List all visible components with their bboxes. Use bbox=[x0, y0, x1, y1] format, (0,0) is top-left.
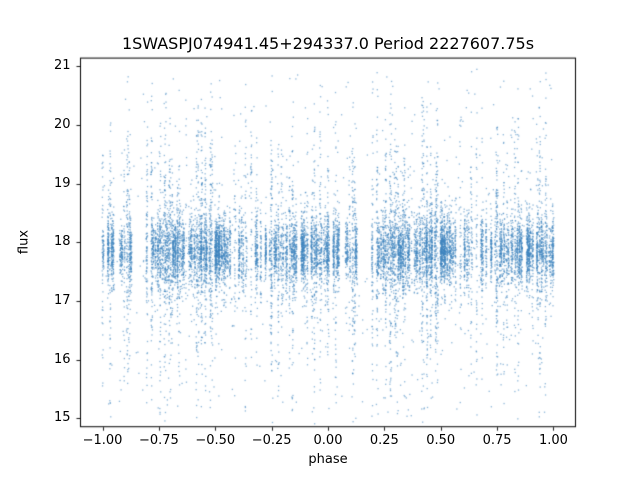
y-axis-label: flux bbox=[16, 229, 32, 255]
y-tick-label: 15 bbox=[53, 410, 71, 426]
x-tick-label: −0.75 bbox=[138, 432, 179, 448]
y-tick-label: 20 bbox=[53, 117, 71, 133]
x-tick-label: 0.75 bbox=[482, 432, 512, 448]
chart-title: 1SWASPJ074941.45+294337.0 Period 2227607… bbox=[121, 34, 535, 53]
x-tick-label: 0.25 bbox=[369, 432, 399, 448]
y-tick-label: 16 bbox=[53, 351, 71, 367]
y-tick-label: 21 bbox=[53, 58, 71, 74]
x-tick-label: 0.00 bbox=[313, 432, 343, 448]
x-tick-label: −1.00 bbox=[82, 432, 123, 448]
x-tick-label: 0.50 bbox=[426, 432, 456, 448]
y-tick-label: 17 bbox=[53, 293, 71, 309]
x-tick-label: −0.50 bbox=[195, 432, 236, 448]
x-tick-label: 1.00 bbox=[538, 432, 568, 448]
y-tick-label: 19 bbox=[53, 175, 71, 191]
y-tick-label: 18 bbox=[53, 234, 71, 250]
x-axis-label: phase bbox=[308, 452, 348, 467]
x-tick-label: −0.25 bbox=[251, 432, 292, 448]
